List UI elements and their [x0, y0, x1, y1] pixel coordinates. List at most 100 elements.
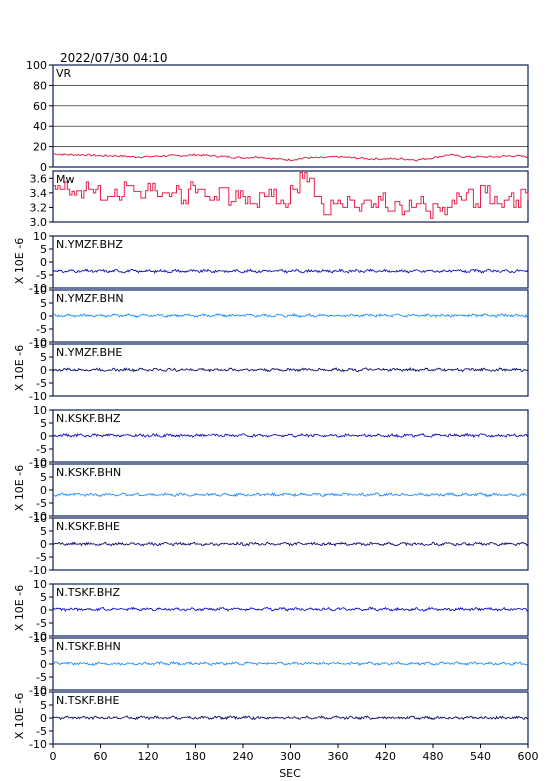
- wave-n-ymzf-bhz-label: N.YMZF.BHZ: [56, 238, 123, 251]
- wave-n-ymzf-bhn-ytick-label: 10: [33, 284, 47, 297]
- wave-n-kskf-bhn-ytick-label: 0: [40, 484, 47, 497]
- x-tick-label: 120: [138, 750, 159, 763]
- wave-n-tskf-bhe-ytick-label: -5: [36, 725, 47, 738]
- wave-n-kskf-bhe-ytick-label: 10: [33, 512, 47, 525]
- x-tick-label: 540: [470, 750, 491, 763]
- waveform-unit-label: X 10E -6: [13, 465, 26, 511]
- wave-n-ymzf-bhz-ytick-label: 0: [40, 256, 47, 269]
- wave-n-tskf-bhe-ytick-label: 0: [40, 712, 47, 725]
- wave-n-ymzf-bhz-ytick-label: 5: [40, 243, 47, 256]
- wave-n-ymzf-bhe-ytick-label: 10: [33, 338, 47, 351]
- wave-n-ymzf-bhn-ytick-label: -5: [36, 323, 47, 336]
- wave-n-kskf-bhe-ytick-label: -10: [29, 564, 47, 577]
- x-tick-label: 420: [375, 750, 396, 763]
- wave-n-tskf-bhz-ytick-label: -10: [29, 630, 47, 643]
- wave-n-kskf-bhz-trace: [52, 432, 529, 439]
- wave-n-tskf-bhz-frame: [52, 583, 529, 637]
- x-tick-label: 0: [50, 750, 57, 763]
- wave-n-tskf-bhz-ytick-label: 10: [33, 578, 47, 591]
- wave-n-ymzf-bhe-ytick-label: -10: [29, 390, 47, 403]
- wave-n-kskf-bhz-label: N.KSKF.BHZ: [56, 412, 121, 425]
- wave-n-tskf-bhn-ytick-label: 0: [40, 658, 47, 671]
- waveform-unit-label: X 10E -6: [13, 345, 26, 391]
- wave-n-ymzf-bhz-frame: [52, 235, 529, 289]
- waveform-unit-label: X 10E -6: [13, 585, 26, 631]
- wave-n-tskf-bhe-ytick-label: 5: [40, 699, 47, 712]
- wave-n-kskf-bhe-trace: [52, 541, 529, 547]
- vr-ytick-label: 40: [33, 120, 47, 133]
- mw-ytick-label: 3.2: [30, 201, 48, 214]
- wave-n-kskf-bhz-ytick-label: 0: [40, 430, 47, 443]
- waveform-unit-label: X 10E -6: [13, 238, 26, 284]
- wave-n-kskf-bhn-trace: [52, 491, 529, 498]
- wave-n-kskf-bhn-ytick-label: -5: [36, 497, 47, 510]
- wave-n-kskf-bhe-label: N.KSKF.BHE: [56, 520, 120, 533]
- wave-n-kskf-bhz-ytick-label: -5: [36, 443, 47, 456]
- x-tick-label: 180: [185, 750, 206, 763]
- wave-n-kskf-bhz-frame: [52, 409, 529, 463]
- wave-n-kskf-bhe-ytick-label: -5: [36, 551, 47, 564]
- wave-n-ymzf-bhz-ytick-label: 10: [33, 230, 47, 243]
- wave-n-kskf-bhz-ytick-label: -10: [29, 456, 47, 469]
- wave-n-kskf-bhn-label: N.KSKF.BHN: [56, 466, 121, 479]
- wave-n-kskf-bhn-ytick-label: 5: [40, 471, 47, 484]
- x-tick-label: 300: [280, 750, 301, 763]
- waveform-unit-label: X 10E -6: [13, 693, 26, 739]
- wave-n-tskf-bhe-trace: [52, 715, 529, 721]
- wave-n-tskf-bhz-label: N.TSKF.BHZ: [56, 586, 121, 599]
- wave-n-tskf-bhz-ytick-label: 0: [40, 604, 47, 617]
- wave-n-tskf-bhn-ytick-label: -10: [29, 684, 47, 697]
- wave-n-tskf-bhe-label: N.TSKF.BHE: [56, 694, 120, 707]
- wave-n-kskf-bhe-ytick-label: 0: [40, 538, 47, 551]
- wave-n-ymzf-bhz-trace: [52, 268, 529, 274]
- wave-n-tskf-bhz-ytick-label: -5: [36, 617, 47, 630]
- wave-n-kskf-bhz-ytick-label: 5: [40, 417, 47, 430]
- vr-ytick-label: 100: [26, 59, 47, 72]
- wave-n-ymzf-bhn-trace: [52, 312, 529, 319]
- x-tick-label: 480: [423, 750, 444, 763]
- x-tick-label: 360: [328, 750, 349, 763]
- wave-n-ymzf-bhe-label: N.YMZF.BHE: [56, 346, 122, 359]
- wave-n-ymzf-bhn-ytick-label: -10: [29, 336, 47, 349]
- x-axis-label: SEC: [279, 767, 301, 780]
- wave-n-ymzf-bhn-label: N.YMZF.BHN: [56, 292, 124, 305]
- wave-n-tskf-bhn-ytick-label: 5: [40, 645, 47, 658]
- mw-series-line: [53, 172, 529, 219]
- wave-n-tskf-bhe-ytick-label: 10: [33, 686, 47, 699]
- vr-ytick-label: 60: [33, 100, 47, 113]
- wave-n-ymzf-bhe-trace: [52, 366, 529, 373]
- wave-n-tskf-bhz-trace: [52, 606, 529, 613]
- mw-ytick-label: 3.6: [30, 172, 48, 185]
- wave-n-ymzf-bhz-ytick-label: -5: [36, 269, 47, 282]
- header-timestamp: 2022/07/30 04:10: [60, 51, 168, 65]
- wave-n-tskf-bhz-ytick-label: 5: [40, 591, 47, 604]
- wave-n-kskf-bhe-ytick-label: 5: [40, 525, 47, 538]
- mw-panel-label: Mw: [56, 173, 75, 186]
- vr-ytick-label: 20: [33, 141, 47, 154]
- mw-ytick-label: 3.0: [30, 216, 48, 229]
- wave-n-kskf-bhn-frame: [52, 463, 529, 517]
- wave-n-tskf-bhe-ytick-label: -10: [29, 738, 47, 751]
- vr-panel-frame: [52, 64, 529, 168]
- mw-ytick-label: 3.4: [30, 187, 48, 200]
- wave-n-ymzf-bhe-frame: [52, 343, 529, 397]
- vr-series-line: [52, 153, 529, 162]
- wave-n-tskf-bhn-ytick-label: -5: [36, 671, 47, 684]
- vr-ytick-label: 0: [40, 161, 47, 174]
- wave-n-ymzf-bhz-ytick-label: -10: [29, 282, 47, 295]
- x-tick-label: 60: [94, 750, 108, 763]
- wave-n-ymzf-bhe-ytick-label: 0: [40, 364, 47, 377]
- vr-panel-label: VR: [56, 67, 72, 80]
- wave-n-kskf-bhz-ytick-label: 10: [33, 404, 47, 417]
- wave-n-kskf-bhn-ytick-label: 10: [33, 458, 47, 471]
- vr-ytick-label: 80: [33, 79, 47, 92]
- wave-n-tskf-bhn-label: N.TSKF.BHN: [56, 640, 121, 653]
- wave-n-ymzf-bhe-ytick-label: 5: [40, 351, 47, 364]
- wave-n-ymzf-bhe-ytick-label: -5: [36, 377, 47, 390]
- x-tick-label: 600: [518, 750, 539, 763]
- wave-n-ymzf-bhn-ytick-label: 0: [40, 310, 47, 323]
- x-tick-label: 240: [233, 750, 254, 763]
- wave-n-tskf-bhn-ytick-label: 10: [33, 632, 47, 645]
- wave-n-kskf-bhn-ytick-label: -10: [29, 510, 47, 523]
